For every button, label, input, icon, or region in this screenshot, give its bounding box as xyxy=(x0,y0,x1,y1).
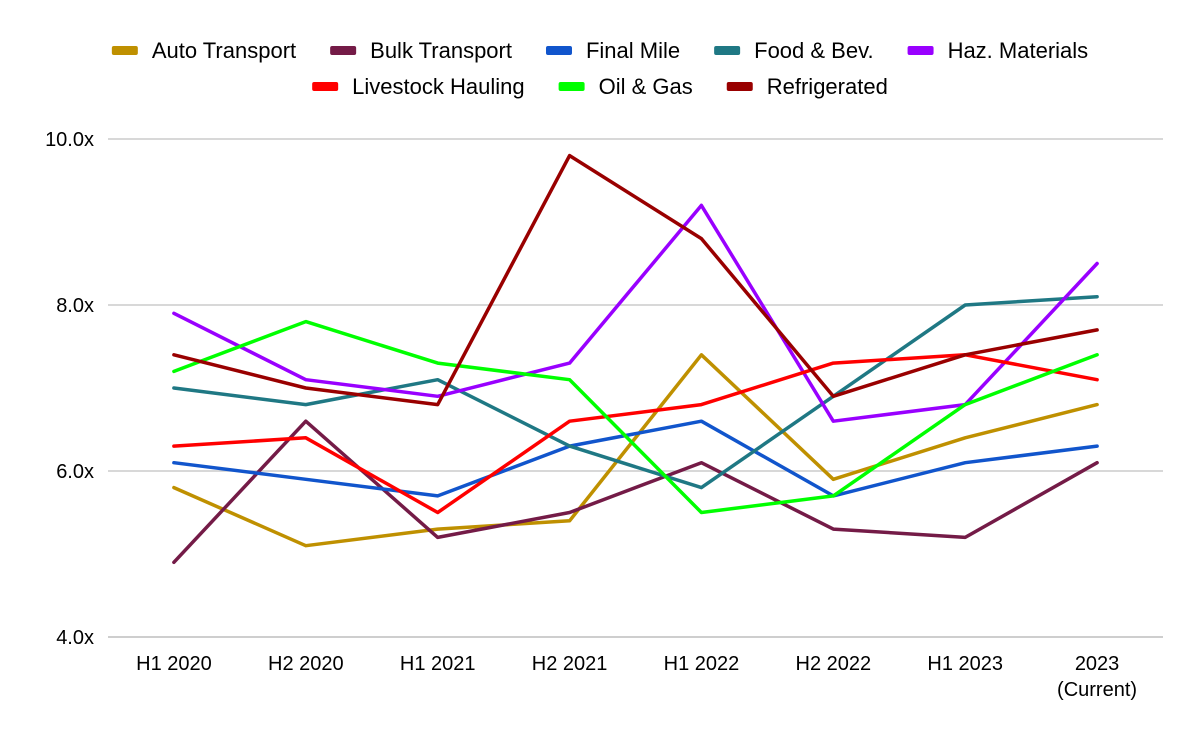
series-line-6 xyxy=(172,353,1099,515)
x-tick-label-line: H1 2021 xyxy=(400,653,476,675)
x-tick-label: H1 2022 xyxy=(664,653,740,675)
series-line-3 xyxy=(172,419,1099,498)
legend-item: Oil & Gas xyxy=(558,74,693,99)
y-tick-label: 6.0x xyxy=(56,461,94,483)
x-tick-label-line: H2 2021 xyxy=(532,653,608,675)
x-tick-label-line: (Current) xyxy=(1057,679,1137,701)
x-tick-label: H1 2020 xyxy=(136,653,212,675)
x-tick-label-line: H2 2020 xyxy=(268,653,344,675)
y-axis: 4.0x 6.0x 8.0x 10.0x xyxy=(45,129,94,649)
series-line-4 xyxy=(172,294,1099,490)
legend-swatch xyxy=(312,82,339,91)
x-tick-label-line: 2023 xyxy=(1075,653,1120,675)
gridlines xyxy=(108,138,1163,638)
series-lines xyxy=(172,153,1099,565)
legend-item: Food & Bev. xyxy=(714,38,874,63)
x-tick-label: H2 2020 xyxy=(268,653,344,675)
legend-swatch xyxy=(907,46,934,55)
x-tick-label-line: H1 2020 xyxy=(136,653,212,675)
legend-label: Food & Bev. xyxy=(754,38,873,63)
x-tick-label: H2 2021 xyxy=(532,653,608,675)
legend-item: Livestock Hauling xyxy=(312,74,525,99)
x-tick-label: H2 2022 xyxy=(796,653,872,675)
legend-label: Haz. Materials xyxy=(948,38,1089,63)
legend-swatch xyxy=(558,82,585,91)
legend-item: Final Mile xyxy=(545,38,680,63)
legend: Auto Transport Bulk Transport Final Mile Fo… xyxy=(111,38,1089,99)
series-line-2 xyxy=(172,419,1099,565)
legend-item: Auto Transport xyxy=(111,38,296,63)
y-tick-label: 8.0x xyxy=(56,295,94,317)
series-line-7 xyxy=(172,319,1099,515)
legend-swatch xyxy=(330,46,357,55)
legend-swatch xyxy=(111,46,138,55)
x-tick-label-line: H1 2022 xyxy=(664,653,740,675)
x-tick-label: H1 2021 xyxy=(400,653,476,675)
x-axis: H1 2020 H2 2020 H1 2021 H2 2021 H1 2022 H2 20… xyxy=(136,653,1137,701)
legend-label: Livestock Hauling xyxy=(352,74,524,99)
legend-swatch xyxy=(726,82,753,91)
legend-label: Refrigerated xyxy=(767,74,888,99)
legend-swatch xyxy=(545,46,572,55)
series-line-1 xyxy=(172,353,1099,548)
legend-label: Bulk Transport xyxy=(370,38,512,63)
legend-item: Haz. Materials xyxy=(907,38,1089,63)
series-line-8 xyxy=(172,153,1099,407)
x-tick-label: 2023 (Current) xyxy=(1057,653,1137,701)
legend-item: Bulk Transport xyxy=(330,38,512,63)
y-tick-label: 4.0x xyxy=(56,627,94,649)
x-tick-label-line: H1 2023 xyxy=(927,653,1003,675)
legend-label: Auto Transport xyxy=(152,38,296,63)
series-line-5 xyxy=(172,203,1099,423)
y-tick-label: 10.0x xyxy=(45,129,94,151)
legend-label: Final Mile xyxy=(586,38,680,63)
x-tick-label: H1 2023 xyxy=(927,653,1003,675)
legend-label: Oil & Gas xyxy=(599,74,693,99)
legend-swatch xyxy=(714,46,741,55)
x-tick-label-line: H2 2022 xyxy=(796,653,872,675)
legend-item: Refrigerated xyxy=(726,74,888,99)
